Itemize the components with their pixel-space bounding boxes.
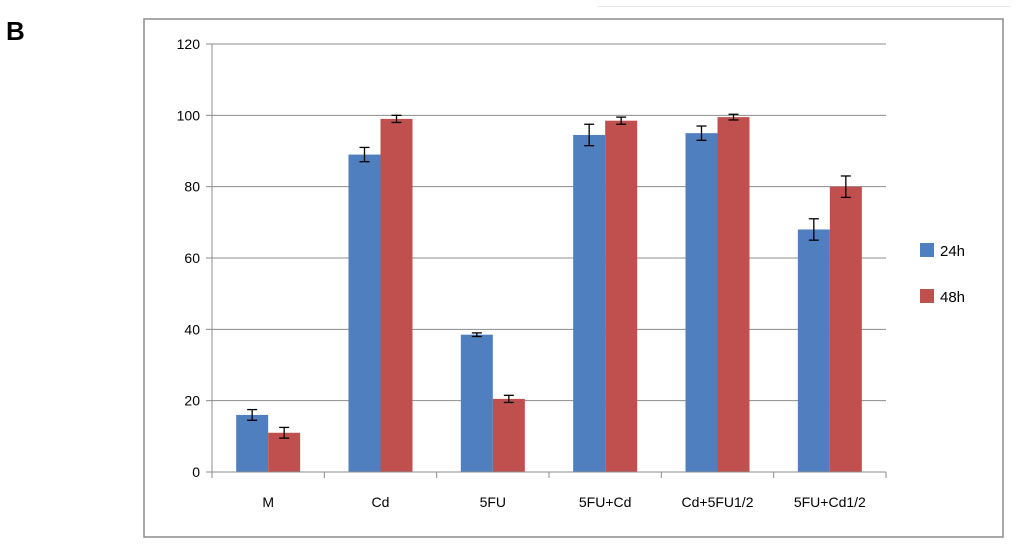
bar-24h-5FU+Cd1/2 [797, 229, 830, 472]
y-tick-label: 100 [177, 107, 201, 123]
gridlines [212, 43, 886, 402]
y-tick-label: 40 [184, 321, 200, 337]
legend: 24h 48h [920, 243, 965, 306]
y-tick-labels: 0 20 40 60 80 100 120 [177, 36, 201, 480]
panel-letter: B [6, 16, 25, 46]
bars [236, 117, 862, 473]
x-tick-label: M [262, 494, 274, 510]
x-tick-label: Cd+5FU1/2 [682, 494, 754, 510]
y-tick-label: 120 [177, 36, 201, 52]
x-tick-label: 5FU+Cd1/2 [794, 494, 866, 510]
legend-swatch-24h [920, 243, 934, 257]
bar-24h-Cd+5FU1/2 [685, 133, 718, 472]
bar-24h-5FU+Cd [573, 134, 606, 472]
bar-48h-M [268, 432, 301, 472]
y-tick-label: 60 [184, 250, 200, 266]
bar-48h-Cd+5FU1/2 [717, 117, 750, 472]
y-tick-label: 20 [184, 393, 200, 409]
bar-48h-5FU+Cd1/2 [829, 186, 862, 472]
error-bars [247, 113, 851, 439]
bar-48h-5FU+Cd [605, 120, 638, 472]
x-tick-label: Cd [372, 494, 390, 510]
x-tick-labels: M Cd 5FU 5FU+Cd Cd+5FU1/2 5FU+Cd1/2 [262, 494, 866, 510]
y-tick-label: 80 [184, 179, 200, 195]
chart-border [143, 18, 1004, 538]
y-tick-label: 0 [192, 464, 200, 480]
legend-label-48h: 48h [940, 289, 965, 306]
bar-24h-M [236, 414, 269, 472]
legend-swatch-48h [920, 289, 934, 303]
bar-48h-5FU [492, 398, 525, 472]
frame-line [598, 6, 1010, 7]
bar-48h-Cd [380, 118, 413, 473]
axes [206, 43, 887, 478]
bar-24h-Cd [348, 154, 381, 473]
x-tick-label: 5FU [480, 494, 506, 510]
bar-24h-5FU [460, 334, 493, 472]
x-tick-label: 5FU+Cd [579, 494, 632, 510]
legend-label-24h: 24h [940, 243, 965, 260]
